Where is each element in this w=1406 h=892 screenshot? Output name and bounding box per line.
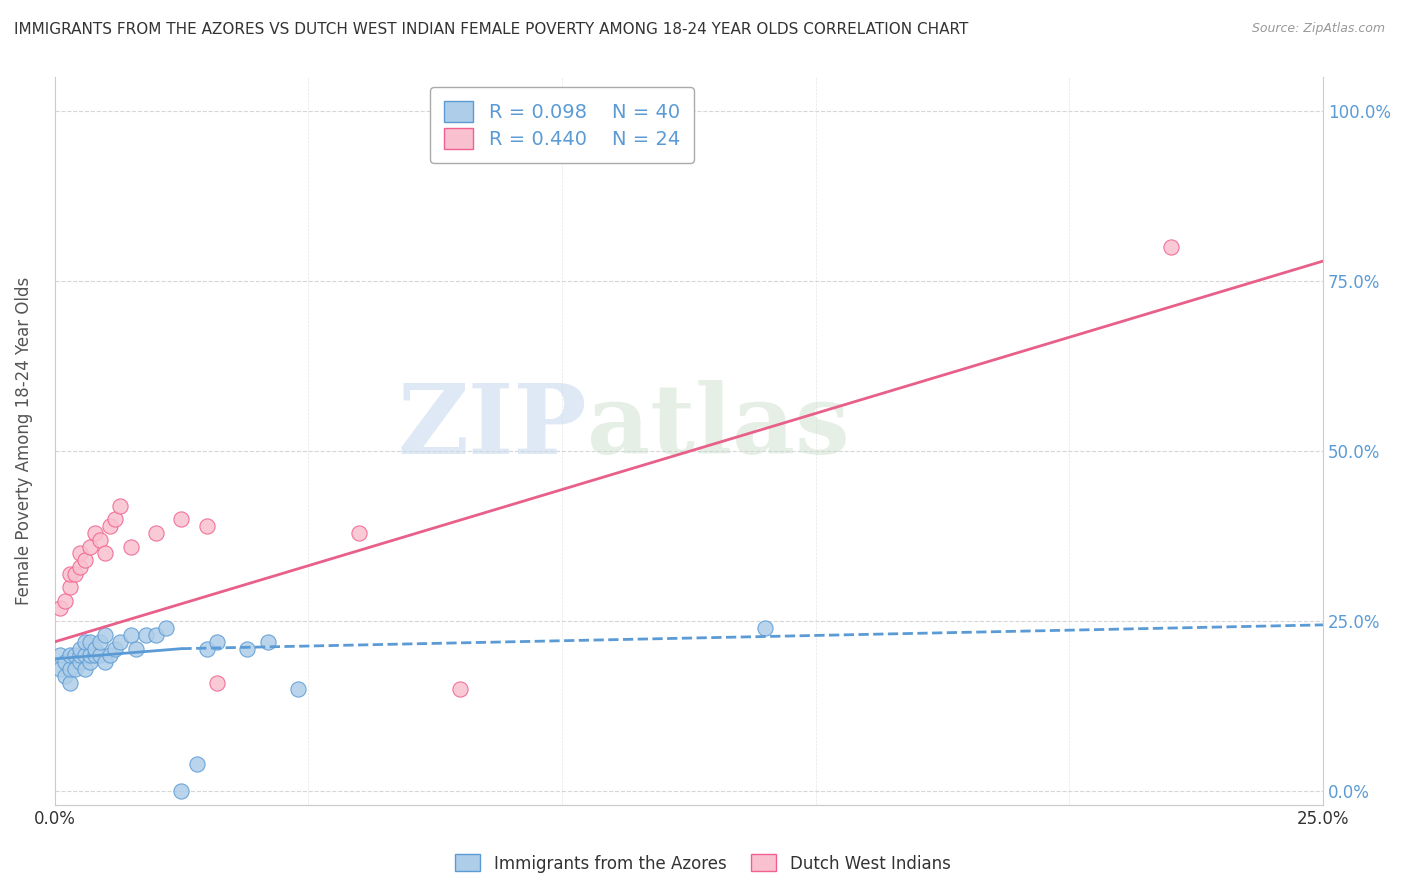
Point: [450, 682, 472, 697]
Point: [256, 635, 278, 649]
Point: [59, 581, 82, 595]
Point: [186, 757, 208, 772]
Point: [145, 526, 167, 541]
Point: [63, 566, 86, 581]
Point: [73, 648, 96, 663]
Point: [89, 648, 111, 663]
Point: [59, 675, 82, 690]
Point: [79, 648, 101, 663]
Point: [79, 655, 101, 669]
Point: [48, 648, 70, 663]
Point: [48, 600, 70, 615]
Point: [287, 682, 309, 697]
Point: [104, 641, 127, 656]
Point: [98, 519, 121, 533]
Text: Source: ZipAtlas.com: Source: ZipAtlas.com: [1251, 22, 1385, 36]
Point: [551, 125, 574, 139]
Point: [236, 641, 259, 656]
Point: [120, 628, 142, 642]
Point: [63, 662, 86, 676]
Legend: Immigrants from the Azores, Dutch West Indians: Immigrants from the Azores, Dutch West I…: [449, 847, 957, 880]
Point: [84, 648, 107, 663]
Point: [155, 621, 177, 635]
Point: [110, 499, 132, 513]
Point: [53, 655, 76, 669]
Point: [79, 635, 101, 649]
Point: [754, 621, 776, 635]
Point: [170, 784, 193, 798]
Point: [125, 641, 148, 656]
Point: [120, 540, 142, 554]
Point: [170, 512, 193, 526]
Point: [94, 628, 117, 642]
Point: [69, 648, 91, 663]
Text: IMMIGRANTS FROM THE AZORES VS DUTCH WEST INDIAN FEMALE POVERTY AMONG 18-24 YEAR : IMMIGRANTS FROM THE AZORES VS DUTCH WEST…: [14, 22, 969, 37]
Legend: R = 0.098    N = 40, R = 0.440    N = 24: R = 0.098 N = 40, R = 0.440 N = 24: [430, 87, 693, 162]
Point: [84, 641, 107, 656]
Point: [59, 566, 82, 581]
Point: [69, 560, 91, 574]
Point: [195, 519, 218, 533]
Y-axis label: Female Poverty Among 18-24 Year Olds: Female Poverty Among 18-24 Year Olds: [15, 277, 32, 606]
Point: [347, 526, 370, 541]
Point: [59, 648, 82, 663]
Point: [63, 648, 86, 663]
Point: [205, 635, 228, 649]
Point: [89, 635, 111, 649]
Point: [73, 662, 96, 676]
Point: [89, 533, 111, 547]
Text: ZIP: ZIP: [398, 380, 588, 474]
Point: [53, 669, 76, 683]
Point: [53, 594, 76, 608]
Point: [104, 512, 127, 526]
Point: [1160, 240, 1182, 254]
Point: [69, 641, 91, 656]
Point: [84, 526, 107, 541]
Point: [135, 628, 157, 642]
Point: [59, 662, 82, 676]
Point: [94, 546, 117, 560]
Point: [79, 540, 101, 554]
Point: [110, 635, 132, 649]
Point: [98, 648, 121, 663]
Text: atlas: atlas: [588, 380, 851, 474]
Point: [48, 662, 70, 676]
Point: [69, 655, 91, 669]
Point: [205, 675, 228, 690]
Point: [94, 655, 117, 669]
Point: [69, 546, 91, 560]
Point: [73, 553, 96, 567]
Point: [73, 635, 96, 649]
Point: [145, 628, 167, 642]
Point: [195, 641, 218, 656]
